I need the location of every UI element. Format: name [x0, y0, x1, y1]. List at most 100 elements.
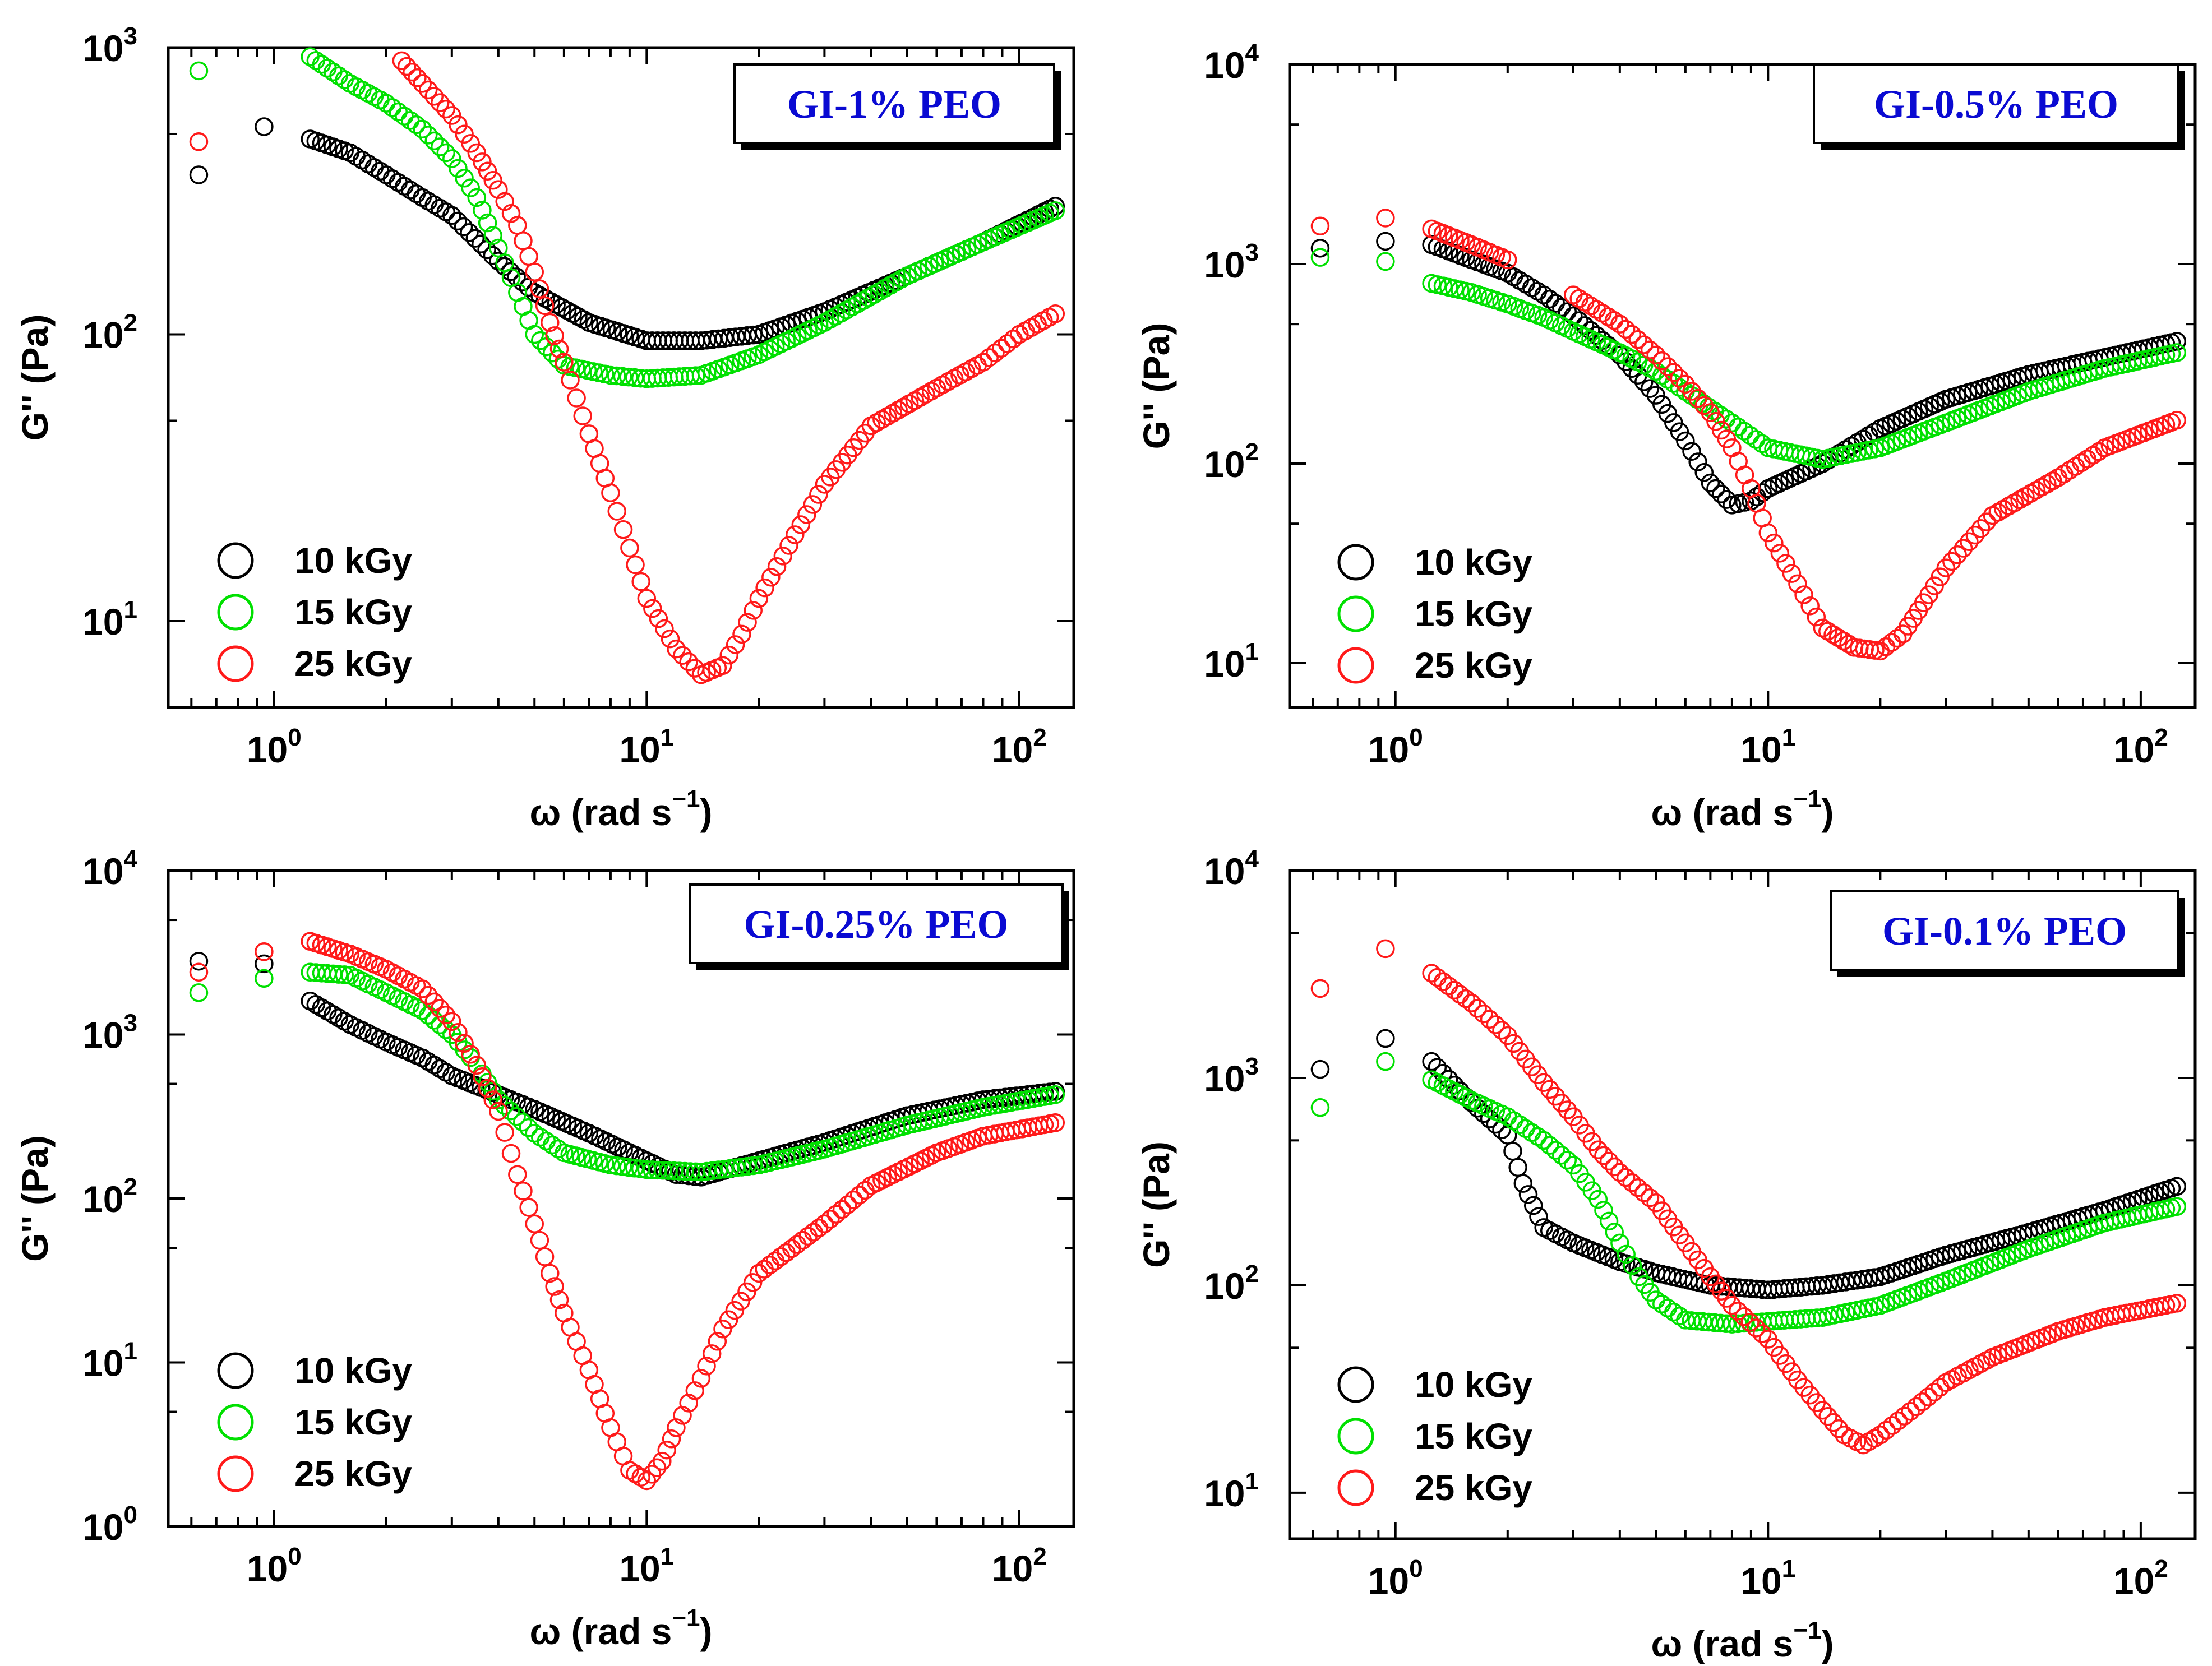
plot-frame [1288, 869, 2197, 1540]
data-point-10kGy [1528, 281, 1548, 301]
data-point-25kGy [691, 1369, 711, 1388]
data-point-15kGy [424, 131, 444, 151]
data-point-25kGy [501, 203, 521, 223]
data-point-25kGy [1818, 622, 1837, 641]
data-point-15kGy [1623, 1256, 1642, 1275]
data-point-15kGy [613, 367, 632, 386]
data-point-15kGy [473, 201, 492, 220]
x-axis-label-close: ) [700, 792, 713, 833]
y-tick-label-exp: 3 [124, 22, 137, 50]
data-point-15kGy [1046, 1085, 1065, 1104]
data-point-10kGy [189, 165, 209, 184]
y-tick-label-exp: 1 [1245, 638, 1259, 665]
y-tick-label-exp: 1 [124, 596, 137, 623]
data-point-25kGy [483, 1090, 502, 1109]
data-point-15kGy [495, 1096, 514, 1115]
data-point-25kGy [1813, 618, 1832, 638]
x-tick-label-exp: 0 [1409, 724, 1423, 751]
data-point-15kGy [1546, 1141, 1565, 1160]
data-point-15kGy [255, 969, 274, 988]
legend-label: 15 kGy [294, 1402, 412, 1442]
data-point-25kGy [508, 1165, 527, 1184]
x-tick-label: 100 [247, 1543, 302, 1589]
data-point-15kGy [324, 62, 343, 82]
data-point-25kGy [501, 1144, 521, 1163]
data-point-10kGy [744, 325, 763, 345]
data-point-10kGy [1524, 1196, 1543, 1215]
data-point-25kGy [403, 62, 422, 82]
y-tick-label-exp: 3 [1245, 239, 1259, 266]
data-point-25kGy [631, 572, 650, 591]
y-tick-label-base: 10 [82, 601, 123, 642]
data-point-15kGy [329, 66, 348, 86]
data-point-25kGy [431, 93, 450, 112]
y-tick-label-base: 10 [1204, 1473, 1245, 1514]
data-point-10kGy [1310, 1059, 1330, 1079]
data-point-10kGy [1694, 462, 1714, 482]
data-point-25kGy [1616, 320, 1636, 339]
data-point-10kGy [340, 143, 360, 163]
data-point-25kGy [1965, 525, 1985, 545]
data-point-25kGy [744, 601, 763, 620]
data-point-25kGy [1456, 989, 1475, 1008]
data-point-25kGy [431, 999, 450, 1018]
data-point-25kGy [1433, 972, 1453, 991]
y-tick-label: 101 [1204, 638, 1259, 684]
data-point-15kGy [607, 1156, 626, 1176]
data-point-25kGy [1534, 1073, 1553, 1092]
y-tick-label-base: 10 [82, 27, 123, 69]
legend-label: 15 kGy [1415, 594, 1532, 634]
y-tick-label: 101 [82, 596, 137, 642]
x-tick-label-base: 10 [247, 729, 288, 770]
data-point-25kGy [555, 353, 574, 372]
data-point-10kGy [1508, 1158, 1527, 1177]
legend-label: 25 kGy [294, 644, 412, 684]
x-axis-label: ω (rad s−1) [1651, 1617, 1834, 1664]
data-point-25kGy [1907, 1397, 1926, 1417]
data-point-25kGy [495, 192, 514, 211]
title-box [733, 63, 1055, 144]
x-tick-label: 101 [619, 724, 674, 770]
y-tick-label-base: 10 [1204, 1265, 1245, 1307]
data-point-15kGy [584, 1151, 603, 1170]
data-point-10kGy [1753, 483, 1772, 502]
data-point-25kGy [738, 613, 757, 632]
data-point-10kGy [1717, 490, 1737, 509]
data-point-25kGy [1971, 519, 1991, 538]
data-point-15kGy [1540, 1136, 1559, 1155]
y-tick-label-base: 10 [82, 314, 123, 356]
data-point-15kGy [329, 965, 348, 984]
data-point-25kGy [418, 80, 438, 100]
data-point-25kGy [525, 262, 544, 282]
data-point-15kGy [1310, 248, 1330, 267]
legend-marker [217, 645, 254, 682]
title-box [689, 883, 1064, 964]
data-point-25kGy [626, 555, 645, 575]
y-tick-label: 104 [1204, 845, 1259, 892]
data-point-25kGy [719, 645, 739, 665]
legend-marker [217, 542, 254, 579]
plot-frame [1288, 63, 2197, 709]
data-point-25kGy [1888, 1411, 1908, 1431]
data-point-25kGy [442, 1012, 461, 1031]
y-tick-label-base: 10 [82, 850, 123, 892]
x-tick-label: 102 [2113, 1555, 2168, 1602]
data-point-25kGy [1480, 1010, 1499, 1029]
x-tick-label-base: 10 [2113, 729, 2154, 770]
data-point-10kGy [2167, 332, 2187, 351]
data-point-10kGy [1646, 386, 1666, 405]
panel-title: GI-0.25% PEO [744, 902, 1008, 947]
data-point-25kGy [702, 1344, 722, 1363]
data-point-25kGy [1646, 345, 1666, 365]
data-point-15kGy [395, 107, 414, 126]
data-point-25kGy [1462, 993, 1481, 1012]
data-point-15kGy [589, 1153, 608, 1172]
data-point-25kGy [1747, 1318, 1766, 1338]
data-point-25kGy [535, 296, 555, 316]
x-axis-label-exp: −1 [1793, 1617, 1821, 1644]
y-tick-label-base: 10 [82, 1506, 123, 1548]
x-tick-label-exp: 2 [1033, 724, 1046, 751]
data-point-25kGy [567, 388, 586, 408]
data-point-25kGy [255, 942, 274, 961]
data-point-15kGy [613, 1157, 632, 1176]
